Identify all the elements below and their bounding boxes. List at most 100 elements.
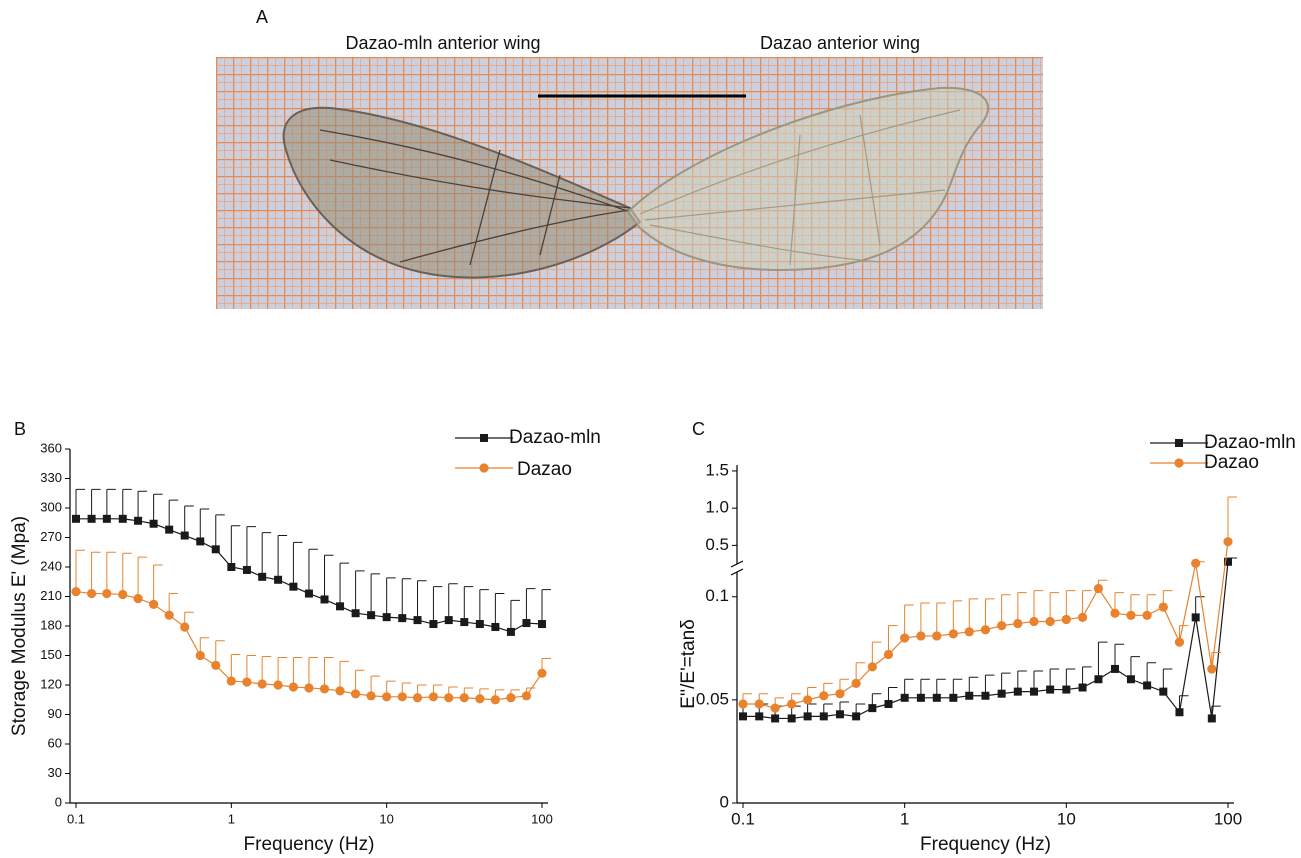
error-bar — [185, 506, 194, 536]
marker — [335, 686, 344, 695]
marker — [884, 700, 892, 708]
error-bar — [1018, 593, 1027, 624]
marker — [429, 692, 438, 701]
marker — [804, 712, 812, 720]
marker — [1207, 664, 1216, 673]
marker — [537, 669, 546, 678]
marker — [1062, 615, 1071, 624]
marker — [916, 631, 925, 640]
marker — [242, 677, 251, 686]
y-tick-label: 150 — [40, 647, 62, 662]
marker — [1094, 675, 1102, 683]
legend-marker — [479, 463, 488, 472]
marker — [868, 704, 876, 712]
legend-label: Dazao — [1204, 452, 1259, 473]
error-bar — [138, 557, 147, 598]
error-bar — [449, 584, 458, 620]
marker — [771, 704, 780, 713]
error-bar — [76, 489, 85, 518]
error-bar — [92, 552, 101, 593]
legend-label: Dazao-mln — [509, 427, 601, 448]
error-bar — [76, 550, 85, 591]
y-tick-label: 0 — [55, 794, 62, 809]
marker — [460, 693, 469, 702]
marker — [460, 618, 468, 626]
error-bar — [154, 494, 163, 524]
marker — [196, 537, 204, 545]
error-bar — [480, 590, 489, 624]
error-bar — [1098, 642, 1107, 679]
marker — [196, 651, 205, 660]
error-bar — [293, 542, 302, 586]
marker — [351, 689, 360, 698]
marker — [1191, 559, 1200, 568]
marker — [1078, 613, 1087, 622]
x-tick-label: 1 — [228, 811, 235, 826]
marker — [149, 600, 158, 609]
marker — [491, 623, 499, 631]
marker — [965, 692, 973, 700]
marker — [1062, 686, 1070, 694]
x-tick-label: 1 — [900, 809, 909, 828]
marker — [755, 699, 764, 708]
marker — [491, 695, 500, 704]
marker — [981, 692, 989, 700]
marker — [383, 613, 391, 621]
marker — [981, 625, 990, 634]
marker — [901, 694, 909, 702]
marker — [739, 712, 747, 720]
wing-caption: Dazao-mln anterior wing — [345, 33, 540, 53]
axis-break-gap — [731, 564, 743, 572]
marker — [738, 699, 747, 708]
marker — [289, 583, 297, 591]
error-bar — [387, 578, 396, 617]
marker — [103, 515, 111, 523]
y-tick-label: 0.05 — [696, 689, 729, 708]
marker — [212, 545, 220, 553]
y-axis-label: Storage Modulus E' (Mpa) — [9, 516, 30, 736]
x-axis-label: Frequency (Hz) — [920, 834, 1051, 855]
error-bar — [293, 657, 302, 687]
marker — [429, 620, 437, 628]
error-bar — [216, 515, 225, 549]
marker — [258, 679, 267, 688]
marker — [134, 517, 142, 525]
error-bar — [937, 603, 946, 636]
marker — [1127, 675, 1135, 683]
error-bar — [138, 491, 147, 521]
marker — [1079, 684, 1087, 692]
marker — [321, 595, 329, 603]
error-bar — [969, 599, 978, 632]
y-tick-label: 330 — [40, 470, 62, 485]
marker — [414, 616, 422, 624]
y-tick-label: 210 — [40, 588, 62, 603]
marker — [507, 628, 515, 636]
marker — [787, 699, 796, 708]
marker — [932, 631, 941, 640]
marker — [1175, 638, 1184, 647]
marker — [305, 590, 313, 598]
x-axis-label: Frequency (Hz) — [244, 834, 375, 855]
error-bar — [1002, 595, 1011, 626]
marker — [538, 620, 546, 628]
marker — [1046, 617, 1055, 626]
y-tick-label: 120 — [40, 676, 62, 691]
x-tick-label: 100 — [1214, 809, 1242, 828]
error-bar — [526, 589, 535, 623]
error-bar — [154, 565, 163, 604]
x-tick-label: 10 — [1057, 809, 1076, 828]
marker — [72, 515, 80, 523]
error-bar — [921, 603, 930, 636]
marker — [949, 629, 958, 638]
error-bar — [278, 536, 287, 580]
marker — [289, 682, 298, 691]
marker — [1094, 584, 1103, 593]
figure: A Dazao-mln anterior wing Dazao anterior… — [0, 0, 1301, 858]
marker — [884, 650, 893, 659]
marker — [88, 515, 96, 523]
marker — [243, 566, 251, 574]
marker — [150, 520, 158, 528]
marker — [367, 611, 375, 619]
marker — [444, 693, 453, 702]
marker — [1208, 714, 1216, 722]
